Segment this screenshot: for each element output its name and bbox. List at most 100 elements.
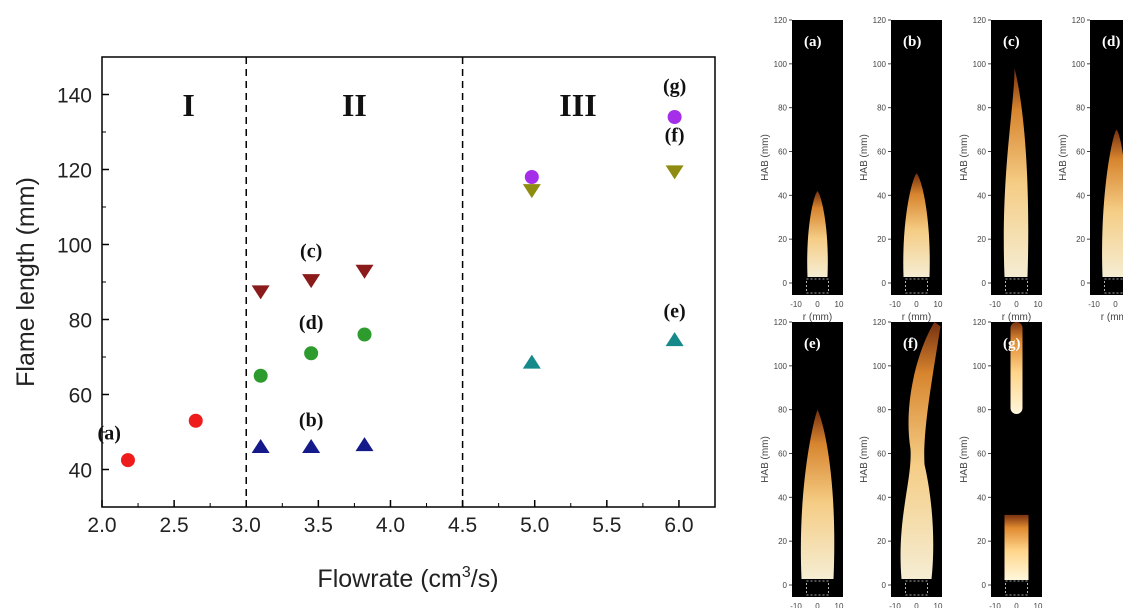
point-annotation: (c)	[300, 241, 322, 263]
y-tick-label: 100	[57, 235, 92, 258]
flame-y-tick-label: 40	[877, 493, 886, 502]
scatter-point	[304, 346, 318, 360]
region-label: II	[342, 87, 367, 123]
flame-y-tick-label: 20	[977, 537, 986, 546]
scatter-point	[358, 328, 372, 342]
flame-y-axis-label: HAB (mm)	[859, 134, 870, 181]
flame-y-tick-label: 40	[778, 191, 787, 200]
flame-y-tick-label: 60	[778, 450, 787, 459]
flame-x-tick-label: 10	[835, 602, 844, 608]
region-label: I	[182, 87, 194, 123]
flame-y-tick-label: 20	[778, 537, 787, 546]
flame-y-tick-label: 0	[982, 279, 987, 288]
flame-panel-label: (e)	[804, 336, 821, 352]
plot-frame	[102, 57, 715, 507]
flame-y-tick-label: 60	[877, 148, 886, 157]
x-tick-label: 4.5	[448, 514, 477, 537]
flame-x-tick-label: 0	[815, 602, 820, 608]
flame-x-tick-label: 10	[934, 300, 943, 309]
flame-y-tick-label: 100	[873, 60, 887, 69]
flame-x-tick-label: 0	[815, 300, 820, 309]
flame-y-tick-label: 20	[1076, 235, 1085, 244]
flame-y-tick-label: 80	[877, 406, 886, 415]
flame-y-tick-label: 20	[977, 235, 986, 244]
flame-x-axis-label: r (mm)	[902, 312, 931, 323]
flame-y-axis-label: HAB (mm)	[959, 436, 970, 483]
flame-y-axis-label: HAB (mm)	[859, 436, 870, 483]
flame-y-tick-label: 120	[774, 318, 788, 327]
flame-y-tick-label: 100	[1072, 60, 1086, 69]
x-tick-label: 4.0	[376, 514, 405, 537]
flame-y-tick-label: 0	[882, 581, 887, 590]
flame-y-tick-label: 40	[1076, 191, 1085, 200]
x-tick-label: 5.0	[520, 514, 549, 537]
flame-x-tick-label: -10	[1088, 300, 1100, 309]
scatter-point	[254, 369, 268, 383]
flame-y-tick-label: 40	[977, 493, 986, 502]
y-tick-label: 120	[57, 160, 92, 183]
flame-y-tick-label: 20	[877, 537, 886, 546]
flame-y-tick-label: 120	[774, 16, 788, 25]
point-annotation: (g)	[663, 76, 686, 98]
flame-y-axis-label: HAB (mm)	[1058, 134, 1069, 181]
flame-y-tick-label: 60	[778, 148, 787, 157]
region-label: III	[559, 87, 596, 123]
flame-y-tick-label: 100	[973, 60, 987, 69]
flame-x-tick-label: 0	[914, 602, 919, 608]
scatter-point	[189, 414, 203, 428]
y-tick-label: 60	[69, 385, 92, 408]
flame-panel-label: (f)	[903, 336, 918, 352]
flame-y-tick-label: 20	[778, 235, 787, 244]
flame-y-tick-label: 40	[877, 191, 886, 200]
flame-y-tick-label: 120	[973, 318, 987, 327]
y-tick-label: 80	[69, 310, 92, 333]
x-tick-label: 3.5	[304, 514, 333, 537]
scatter-point	[121, 453, 135, 467]
flame-y-tick-label: 80	[877, 104, 886, 113]
flame-x-tick-label: 10	[1034, 602, 1043, 608]
flame-panel-label: (g)	[1003, 336, 1021, 352]
flame-y-tick-label: 40	[778, 493, 787, 502]
flame-y-tick-label: 120	[1072, 16, 1086, 25]
flame-y-tick-label: 80	[1076, 104, 1085, 113]
x-tick-label: 3.0	[232, 514, 261, 537]
flame-shape	[1005, 515, 1029, 580]
flame-panel-label: (d)	[1102, 34, 1120, 50]
flame-x-tick-label: -10	[989, 300, 1001, 309]
x-axis-label: Flowrate (cm3/s)	[317, 564, 498, 593]
flame-y-tick-label: 60	[1076, 148, 1085, 157]
scatter-point	[668, 110, 682, 124]
flame-x-tick-label: -10	[790, 300, 802, 309]
point-annotation: (a)	[98, 423, 121, 445]
y-tick-label: 140	[57, 85, 92, 108]
flame-y-tick-label: 100	[973, 362, 987, 371]
point-annotation: (b)	[299, 409, 323, 431]
flame-x-axis-label: r (mm)	[803, 312, 832, 323]
flame-x-tick-label: 0	[1014, 300, 1019, 309]
flame-y-tick-label: 0	[783, 279, 788, 288]
flame-y-axis-label: HAB (mm)	[760, 436, 771, 483]
flame-y-tick-label: 100	[873, 362, 887, 371]
flame-panel-label: (c)	[1003, 34, 1020, 50]
flame-x-tick-label: -10	[889, 602, 901, 608]
flame-x-axis-label: r (mm)	[1101, 312, 1123, 323]
x-tick-label: 5.5	[592, 514, 621, 537]
flame-y-tick-label: 20	[877, 235, 886, 244]
flame-x-tick-label: 0	[1014, 602, 1019, 608]
point-annotation: (d)	[299, 312, 323, 334]
flame-y-tick-label: 80	[778, 406, 787, 415]
y-axis-label: Flame length (mm)	[12, 177, 40, 387]
flame-panel-label: (a)	[804, 34, 822, 50]
flame-x-tick-label: 0	[1113, 300, 1118, 309]
flame-y-tick-label: 100	[774, 60, 788, 69]
flame-panel-label: (b)	[903, 34, 921, 50]
